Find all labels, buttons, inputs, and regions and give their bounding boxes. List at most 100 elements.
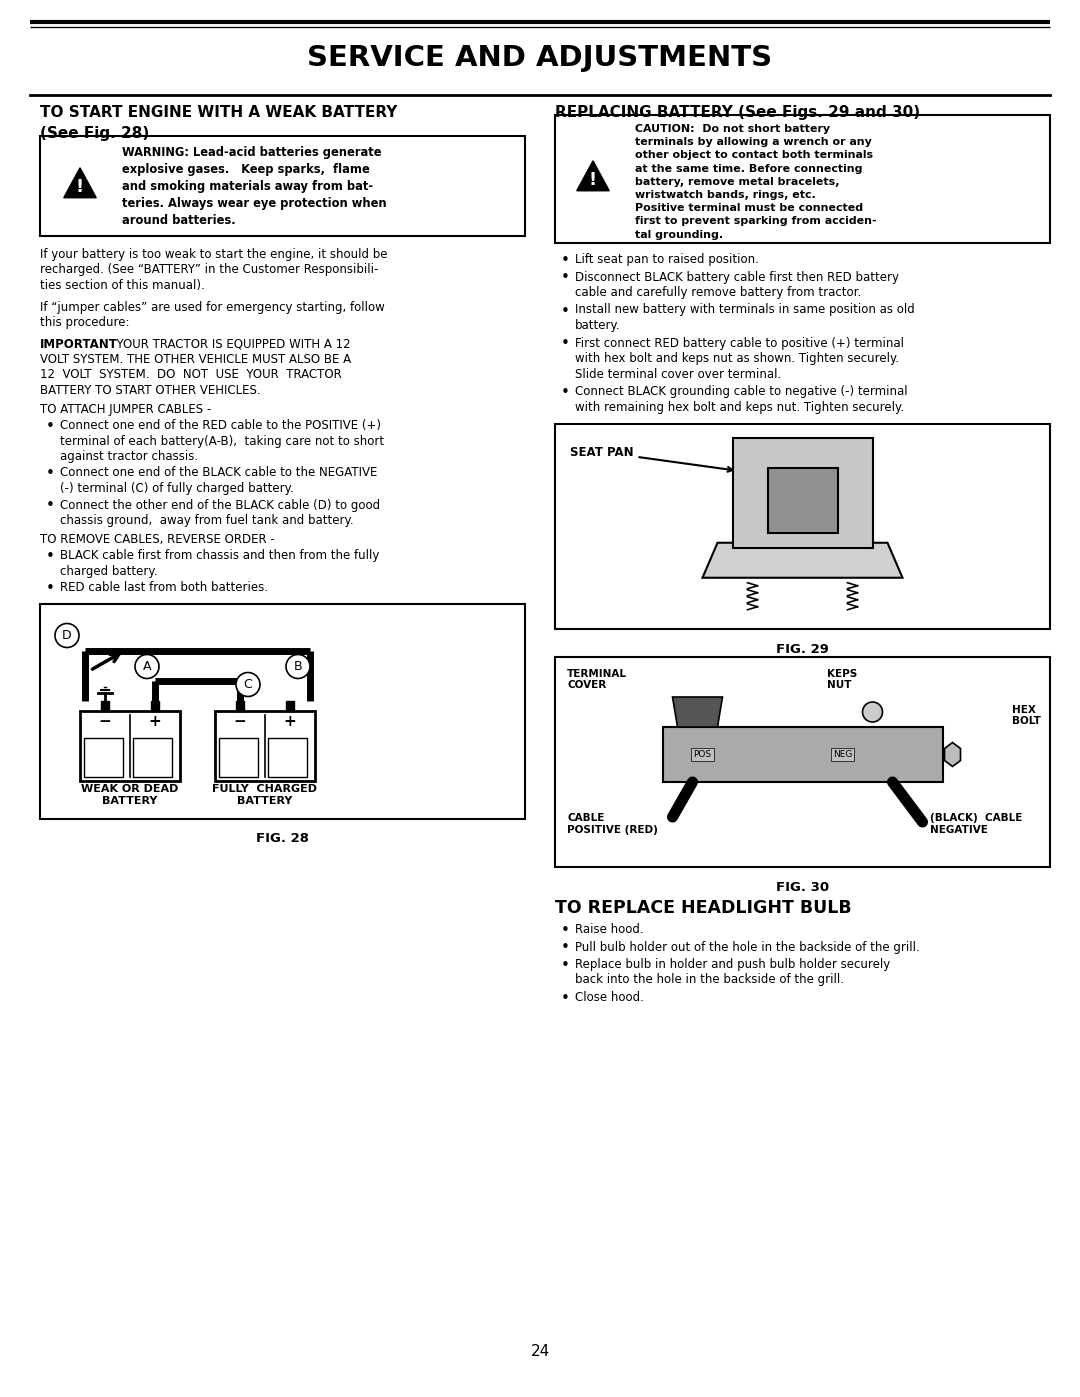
Text: Lift seat pan to raised position.: Lift seat pan to raised position. [575,253,759,265]
Text: HEX: HEX [1012,705,1036,715]
Text: 24: 24 [530,1344,550,1359]
Polygon shape [577,161,609,191]
Text: Connect the other end of the BLACK cable (D) to good: Connect the other end of the BLACK cable… [60,499,380,511]
Text: •: • [561,271,570,285]
Text: tal grounding.: tal grounding. [635,229,724,240]
Text: +: + [284,714,296,729]
Text: •: • [46,419,55,434]
Text: battery.: battery. [575,319,621,332]
Text: (-) terminal (C) of fully charged battery.: (-) terminal (C) of fully charged batter… [60,482,294,495]
Text: and smoking materials away from bat-: and smoking materials away from bat- [122,180,373,193]
Text: recharged. (See “BATTERY” in the Customer Responsibili-: recharged. (See “BATTERY” in the Custome… [40,264,378,277]
Circle shape [237,672,260,697]
Bar [80,711,180,781]
Text: SEAT PAN: SEAT PAN [570,446,732,472]
Text: :  YOUR TRACTOR IS EQUIPPED WITH A 12: : YOUR TRACTOR IS EQUIPPED WITH A 12 [105,338,351,351]
Bar [237,700,244,711]
Text: POSITIVE (RED): POSITIVE (RED) [567,826,658,835]
Bar [555,115,1050,243]
Polygon shape [702,543,903,578]
Text: TO ATTACH JUMPER CABLES -: TO ATTACH JUMPER CABLES - [40,404,212,416]
Text: cable and carefully remove battery from tractor.: cable and carefully remove battery from … [575,286,861,299]
Bar [286,700,294,711]
Text: at the same time. Before connecting: at the same time. Before connecting [635,163,863,173]
Text: Disconnect BLACK battery cable first then RED battery: Disconnect BLACK battery cable first the… [575,271,899,284]
Text: KEPS: KEPS [827,669,858,679]
Text: terminals by allowing a wrench or any: terminals by allowing a wrench or any [635,137,872,147]
Text: WARNING: Lead-acid batteries generate: WARNING: Lead-acid batteries generate [122,147,381,159]
Circle shape [286,655,310,679]
Text: BLACK cable first from chassis and then from the fully: BLACK cable first from chassis and then … [60,549,379,562]
Text: •: • [561,940,570,956]
Text: D: D [63,629,71,643]
Bar [151,700,159,711]
Text: CABLE: CABLE [567,813,605,823]
Polygon shape [673,697,723,726]
Text: −: − [98,714,111,729]
Text: BATTERY TO START OTHER VEHICLES.: BATTERY TO START OTHER VEHICLES. [40,384,260,397]
Text: SERVICE AND ADJUSTMENTS: SERVICE AND ADJUSTMENTS [308,43,772,73]
Text: If “jumper cables” are used for emergency starting, follow: If “jumper cables” are used for emergenc… [40,300,384,313]
Text: explosive gases.   Keep sparks,  flame: explosive gases. Keep sparks, flame [122,163,369,176]
Bar [732,437,873,548]
Text: against tractor chassis.: against tractor chassis. [60,450,198,462]
Text: !: ! [76,177,84,196]
Text: NEG: NEG [833,750,852,759]
Bar [219,738,258,777]
Text: •: • [46,581,55,597]
Text: •: • [561,958,570,972]
Text: (BLACK)  CABLE: (BLACK) CABLE [930,813,1023,823]
Text: battery, remove metal bracelets,: battery, remove metal bracelets, [635,177,839,187]
Text: Pull bulb holder out of the hole in the backside of the grill.: Pull bulb holder out of the hole in the … [575,940,920,954]
Text: •: • [561,303,570,319]
Text: back into the hole in the backside of the grill.: back into the hole in the backside of th… [575,974,843,986]
Bar [84,738,123,777]
Text: around batteries.: around batteries. [122,214,235,226]
Text: •: • [561,253,570,268]
Text: Connect BLACK grounding cable to negative (-) terminal: Connect BLACK grounding cable to negativ… [575,386,907,398]
Text: POS: POS [693,750,712,759]
Text: +: + [149,714,161,729]
Bar [268,738,307,777]
Bar [40,604,525,819]
Circle shape [55,623,79,647]
Text: terminal of each battery(A-B),  taking care not to short: terminal of each battery(A-B), taking ca… [60,434,384,447]
Polygon shape [945,742,960,767]
Text: VOLT SYSTEM. THE OTHER VEHICLE MUST ALSO BE A: VOLT SYSTEM. THE OTHER VEHICLE MUST ALSO… [40,353,351,366]
Text: WEAK OR DEAD: WEAK OR DEAD [81,785,178,795]
Text: Slide terminal cover over terminal.: Slide terminal cover over terminal. [575,367,781,380]
Text: BATTERY: BATTERY [103,796,158,806]
Text: NUT: NUT [827,680,852,690]
Text: •: • [561,337,570,352]
Bar [102,700,109,711]
Text: A: A [143,659,151,673]
Text: BATTERY: BATTERY [238,796,293,806]
Text: Connect one end of the BLACK cable to the NEGATIVE: Connect one end of the BLACK cable to th… [60,467,377,479]
Text: with remaining hex bolt and keps nut. Tighten securely.: with remaining hex bolt and keps nut. Ti… [575,401,904,414]
Text: (See Fig. 28): (See Fig. 28) [40,126,149,141]
Text: Raise hood.: Raise hood. [575,923,644,936]
Text: first to prevent sparking from acciden-: first to prevent sparking from acciden- [635,217,877,226]
Text: 12  VOLT  SYSTEM.  DO  NOT  USE  YOUR  TRACTOR: 12 VOLT SYSTEM. DO NOT USE YOUR TRACTOR [40,369,341,381]
Text: RED cable last from both batteries.: RED cable last from both batteries. [60,581,268,594]
Text: TO REMOVE CABLES, REVERSE ORDER -: TO REMOVE CABLES, REVERSE ORDER - [40,534,274,546]
Text: TERMINAL: TERMINAL [567,669,627,679]
Bar [133,738,172,777]
Text: −: − [233,714,246,729]
Text: charged battery.: charged battery. [60,564,158,577]
Text: FIG. 28: FIG. 28 [256,833,309,845]
Text: IMPORTANT: IMPORTANT [40,338,118,351]
Text: •: • [561,386,570,400]
Text: FULLY  CHARGED: FULLY CHARGED [213,785,318,795]
Text: FIG. 29: FIG. 29 [777,643,829,657]
Text: Positive terminal must be connected: Positive terminal must be connected [635,203,863,214]
Bar [555,657,1050,868]
Text: FIG. 30: FIG. 30 [775,882,829,894]
Text: NEGATIVE: NEGATIVE [930,826,988,835]
Text: Connect one end of the RED cable to the POSITIVE (+): Connect one end of the RED cable to the … [60,419,381,432]
Text: ties section of this manual).: ties section of this manual). [40,279,205,292]
Text: BOLT: BOLT [1012,717,1041,726]
Text: •: • [46,467,55,482]
Text: other object to contact both terminals: other object to contact both terminals [635,151,873,161]
Text: •: • [46,549,55,564]
